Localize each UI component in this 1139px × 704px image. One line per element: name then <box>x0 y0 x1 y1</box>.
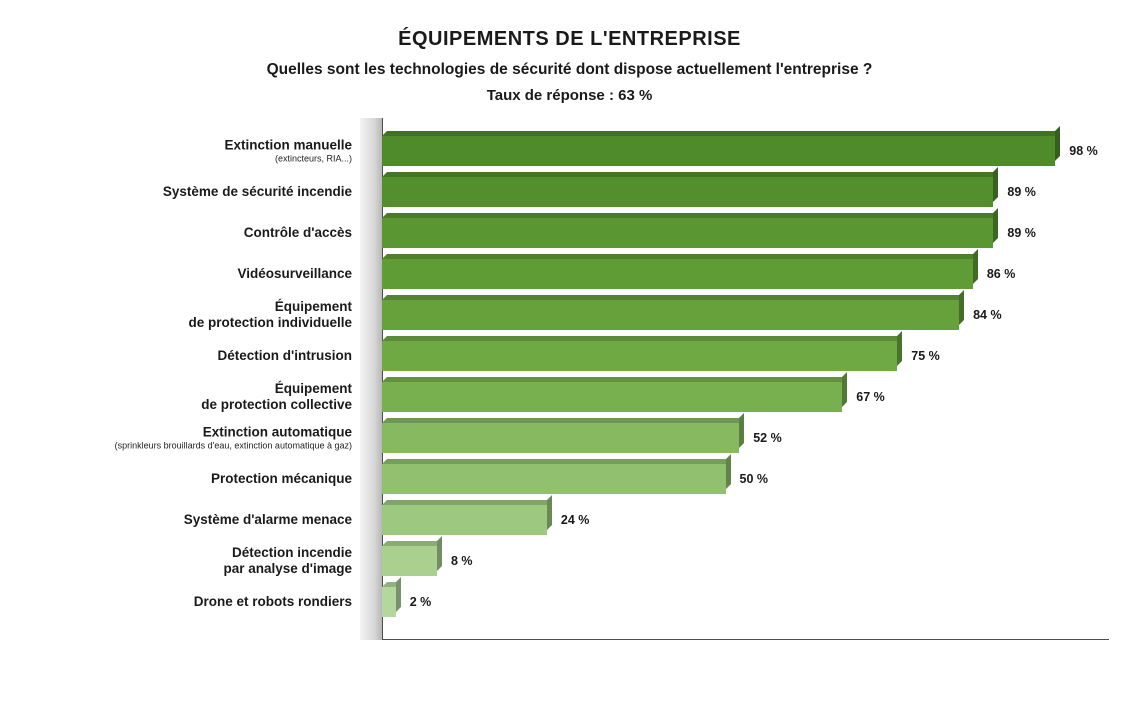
bar-front-face <box>382 259 973 289</box>
bar: 52 % <box>382 423 739 453</box>
bar-label-text: Système d'alarme menace <box>184 511 352 526</box>
bar-row: Extinction automatique(sprinkleurs broui… <box>382 417 1069 458</box>
bar-side-face <box>726 454 731 489</box>
bar-row: Système d'alarme menace24 % <box>382 499 1069 540</box>
bar-label-text: Extinction manuelle <box>224 137 352 152</box>
bar-row: Extinction manuelle(extincteurs, RIA...)… <box>382 130 1069 171</box>
bar-row: Système de sécurité incendie89 % <box>382 171 1069 212</box>
bar-label: Contrôle d'accès <box>244 224 352 240</box>
bar-value: 24 % <box>561 513 590 527</box>
bar-label: Équipementde protection collective <box>201 380 352 412</box>
bar-label-text: Contrôle d'accès <box>244 224 352 239</box>
bar-row: Détection incendiepar analyse d'image8 % <box>382 540 1069 581</box>
bar-label-text: Extinction automatique <box>203 424 352 439</box>
bar-value: 52 % <box>753 431 782 445</box>
bar-side-face <box>959 290 964 325</box>
bar: 8 % <box>382 546 437 576</box>
bar-label: Protection mécanique <box>211 470 352 486</box>
bar: 67 % <box>382 382 842 412</box>
bar-row: Protection mécanique50 % <box>382 458 1069 499</box>
bar: 89 % <box>382 218 993 248</box>
bar-value: 89 % <box>1007 185 1036 199</box>
bar-label: Détection incendiepar analyse d'image <box>223 544 352 576</box>
bar-label-text: Système de sécurité incendie <box>163 183 352 198</box>
bar-label: Système de sécurité incendie <box>163 183 352 199</box>
chart-title: ÉQUIPEMENTS DE L'ENTREPRISE <box>0 28 1139 51</box>
bar-sublabel: (extincteurs, RIA...) <box>224 153 352 164</box>
bar-row: Vidéosurveillance86 % <box>382 253 1069 294</box>
bar-value: 84 % <box>973 308 1002 322</box>
bar-label: Drone et robots rondiers <box>194 593 352 609</box>
bar-label-text: Équipementde protection collective <box>201 380 352 411</box>
bar-side-face <box>897 331 902 366</box>
bar-front-face <box>382 505 547 535</box>
bar-front-face <box>382 423 739 453</box>
bar-front-face <box>382 464 726 494</box>
bar-front-face <box>382 177 993 207</box>
bar-row: Détection d'intrusion75 % <box>382 335 1069 376</box>
bar-value: 8 % <box>451 554 473 568</box>
bar-label: Équipementde protection individuelle <box>188 298 352 330</box>
bar-label: Extinction manuelle(extincteurs, RIA...) <box>224 137 352 164</box>
bar-front-face <box>382 382 842 412</box>
bar: 24 % <box>382 505 547 535</box>
bar-side-face <box>547 495 552 530</box>
bar-row: Équipementde protection collective67 % <box>382 376 1069 417</box>
bar: 84 % <box>382 300 959 330</box>
bar: 89 % <box>382 177 993 207</box>
bar-row: Drone et robots rondiers2 % <box>382 581 1069 622</box>
bar-value: 2 % <box>410 595 432 609</box>
bar-chart: Extinction manuelle(extincteurs, RIA...)… <box>382 130 1069 622</box>
chart-subtitle: Quelles sont les technologies de sécurit… <box>0 61 1139 79</box>
bar-value: 75 % <box>911 349 940 363</box>
bar-label: Vidéosurveillance <box>237 265 352 281</box>
bar-label-text: Drone et robots rondiers <box>194 593 352 608</box>
bar-front-face <box>382 587 396 617</box>
bar-side-face <box>739 413 744 448</box>
bar-front-face <box>382 341 897 371</box>
axis-shade <box>360 118 382 640</box>
bar-side-face <box>973 249 978 284</box>
bar-front-face <box>382 218 993 248</box>
bar-label-text: Détection d'intrusion <box>218 347 352 362</box>
bar-side-face <box>842 372 847 407</box>
bar-front-face <box>382 136 1055 166</box>
bar: 86 % <box>382 259 973 289</box>
bar-side-face <box>437 536 442 571</box>
bar-label-text: Détection incendiepar analyse d'image <box>223 544 352 575</box>
bar-value: 50 % <box>740 472 769 486</box>
bar-label-text: Protection mécanique <box>211 470 352 485</box>
bar-label: Extinction automatique(sprinkleurs broui… <box>115 424 352 451</box>
bar: 50 % <box>382 464 726 494</box>
bar-side-face <box>993 167 998 202</box>
bar-side-face <box>1055 126 1060 161</box>
bar-row: Contrôle d'accès89 % <box>382 212 1069 253</box>
bar: 2 % <box>382 587 396 617</box>
bar-value: 89 % <box>1007 226 1036 240</box>
bar-label-text: Vidéosurveillance <box>237 265 352 280</box>
bar-value: 86 % <box>987 267 1016 281</box>
bar-label: Système d'alarme menace <box>184 511 352 527</box>
bar-value: 98 % <box>1069 144 1098 158</box>
bar-label: Détection d'intrusion <box>218 347 352 363</box>
bar: 75 % <box>382 341 897 371</box>
bar-label-text: Équipementde protection individuelle <box>188 298 352 329</box>
bar-sublabel: (sprinkleurs brouillards d'eau, extincti… <box>115 440 352 451</box>
bar-front-face <box>382 300 959 330</box>
bar-front-face <box>382 546 437 576</box>
bar: 98 % <box>382 136 1055 166</box>
bar-row: Équipementde protection individuelle84 % <box>382 294 1069 335</box>
bar-side-face <box>396 577 401 612</box>
bar-side-face <box>993 208 998 243</box>
response-rate: Taux de réponse : 63 % <box>0 87 1139 104</box>
baseline <box>382 639 1109 640</box>
bar-value: 67 % <box>856 390 885 404</box>
